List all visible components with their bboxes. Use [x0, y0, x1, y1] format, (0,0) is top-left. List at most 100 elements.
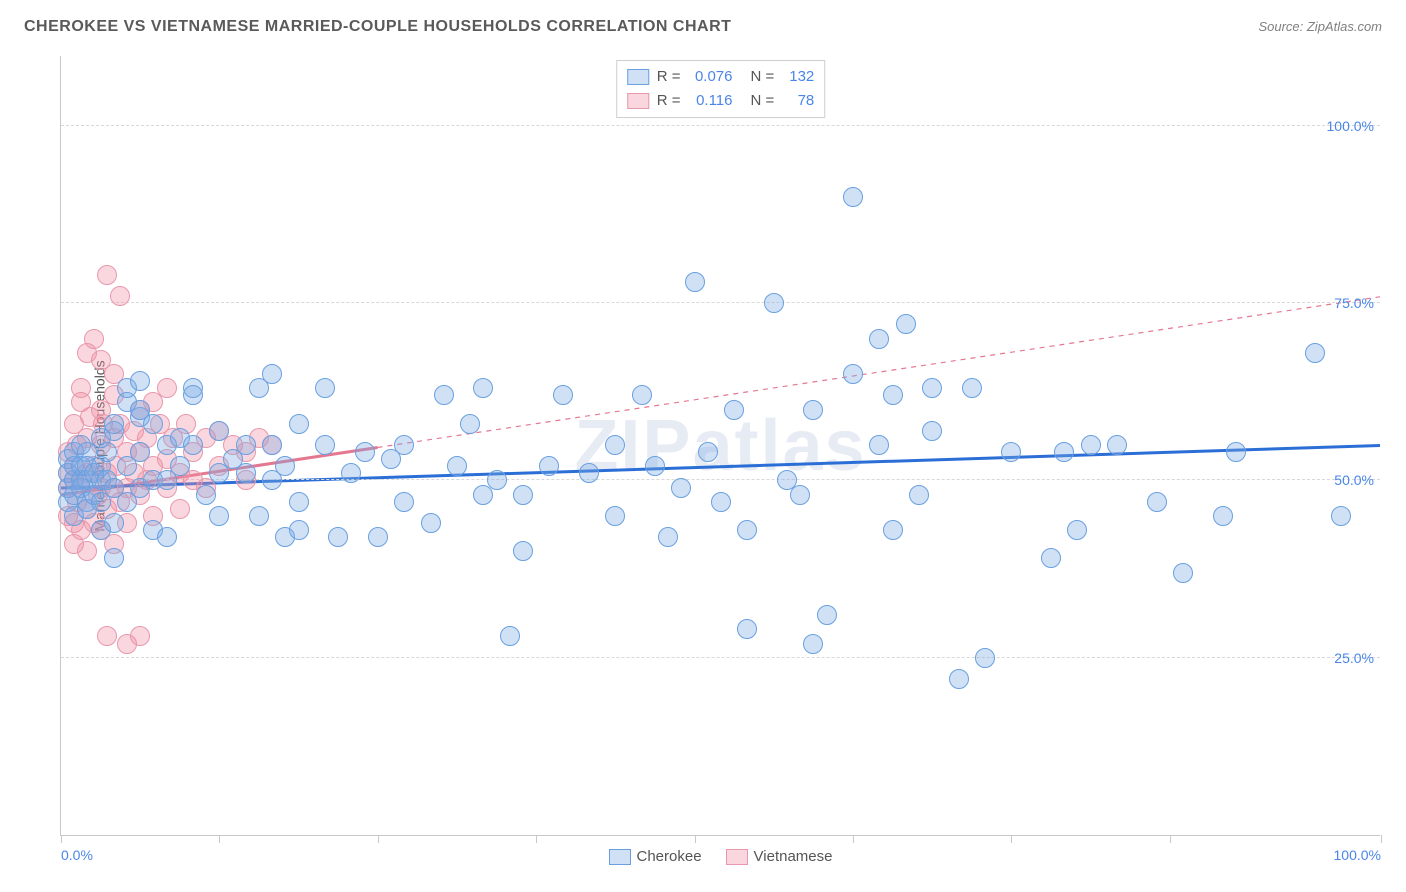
cherokee-point — [97, 442, 117, 462]
cherokee-point — [209, 506, 229, 526]
x-tick-label: 0.0% — [61, 847, 93, 863]
cherokee-point — [368, 527, 388, 547]
cherokee-point — [645, 456, 665, 476]
trend-line — [61, 446, 1380, 488]
y-tick-label: 100.0% — [1327, 118, 1374, 134]
cherokee-point — [724, 400, 744, 420]
cherokee-point — [500, 626, 520, 646]
cherokee-point — [355, 442, 375, 462]
cherokee-point — [1067, 520, 1087, 540]
cherokee-point — [764, 293, 784, 313]
n-label: N = — [751, 89, 775, 113]
cherokee-point — [962, 378, 982, 398]
cherokee-point — [249, 506, 269, 526]
cherokee-point — [104, 414, 124, 434]
cherokee-point — [236, 463, 256, 483]
legend-row-vietnamese: R = 0.116 N = 78 — [627, 89, 815, 113]
cherokee-point — [236, 435, 256, 455]
cherokee-point — [737, 619, 757, 639]
vietnamese-r-value: 0.116 — [689, 89, 733, 113]
cherokee-point — [130, 442, 150, 462]
x-tick — [378, 835, 379, 843]
cherokee-point — [104, 513, 124, 533]
x-tick — [695, 835, 696, 843]
cherokee-point — [183, 435, 203, 455]
cherokee-point — [130, 371, 150, 391]
cherokee-point — [460, 414, 480, 434]
cherokee-point — [632, 385, 652, 405]
vietnamese-point — [84, 329, 104, 349]
r-label: R = — [657, 89, 681, 113]
cherokee-point — [275, 456, 295, 476]
cherokee-point — [170, 456, 190, 476]
cherokee-point — [513, 541, 533, 561]
cherokee-point — [1107, 435, 1127, 455]
correlation-legend-box: R = 0.076 N = 132 R = 0.116 N = 78 — [616, 60, 826, 118]
trend-line — [378, 297, 1380, 448]
cherokee-point — [922, 421, 942, 441]
vietnamese-swatch — [726, 849, 748, 865]
cherokee-point — [328, 527, 348, 547]
series-legend: Cherokee Vietnamese — [609, 848, 833, 865]
cherokee-point — [143, 414, 163, 434]
r-label: R = — [657, 65, 681, 89]
cherokee-point — [909, 485, 929, 505]
legend-item-vietnamese: Vietnamese — [726, 848, 833, 865]
cherokee-point — [473, 378, 493, 398]
cherokee-point — [658, 527, 678, 547]
vietnamese-label: Vietnamese — [754, 848, 833, 865]
n-label: N = — [751, 65, 775, 89]
cherokee-point — [883, 385, 903, 405]
cherokee-point — [262, 364, 282, 384]
cherokee-point — [737, 520, 757, 540]
cherokee-point — [104, 548, 124, 568]
cherokee-point — [196, 485, 216, 505]
cherokee-point — [447, 456, 467, 476]
cherokee-point — [843, 364, 863, 384]
y-tick-label: 25.0% — [1334, 650, 1374, 666]
chart-title: CHEROKEE VS VIETNAMESE MARRIED-COUPLE HO… — [24, 18, 731, 36]
cherokee-point — [157, 527, 177, 547]
cherokee-point — [671, 478, 691, 498]
legend-row-cherokee: R = 0.076 N = 132 — [627, 65, 815, 89]
cherokee-point — [394, 435, 414, 455]
cherokee-point — [790, 485, 810, 505]
vietnamese-swatch — [627, 93, 649, 109]
x-tick — [61, 835, 62, 843]
cherokee-point — [513, 485, 533, 505]
cherokee-point — [1305, 343, 1325, 363]
cherokee-point — [803, 400, 823, 420]
cherokee-point — [1054, 442, 1074, 462]
x-tick — [219, 835, 220, 843]
legend-item-cherokee: Cherokee — [609, 848, 702, 865]
x-tick — [1011, 835, 1012, 843]
x-tick — [536, 835, 537, 843]
vietnamese-n-value: 78 — [782, 89, 814, 113]
cherokee-point — [487, 470, 507, 490]
cherokee-point — [553, 385, 573, 405]
cherokee-point — [711, 492, 731, 512]
cherokee-point — [315, 435, 335, 455]
cherokee-point — [698, 442, 718, 462]
cherokee-point — [869, 329, 889, 349]
vietnamese-point — [97, 626, 117, 646]
cherokee-point — [289, 492, 309, 512]
x-tick-label: 100.0% — [1334, 847, 1381, 863]
cherokee-swatch — [627, 69, 649, 85]
cherokee-point — [817, 605, 837, 625]
x-tick — [1381, 835, 1382, 843]
cherokee-point — [434, 385, 454, 405]
x-tick — [1170, 835, 1171, 843]
cherokee-point — [896, 314, 916, 334]
cherokee-label: Cherokee — [637, 848, 702, 865]
cherokee-point — [605, 506, 625, 526]
cherokee-point — [421, 513, 441, 533]
cherokee-point — [803, 634, 823, 654]
cherokee-point — [1147, 492, 1167, 512]
cherokee-swatch — [609, 849, 631, 865]
cherokee-point — [1081, 435, 1101, 455]
cherokee-point — [1001, 442, 1021, 462]
vietnamese-point — [71, 378, 91, 398]
cherokee-point — [922, 378, 942, 398]
cherokee-point — [883, 520, 903, 540]
